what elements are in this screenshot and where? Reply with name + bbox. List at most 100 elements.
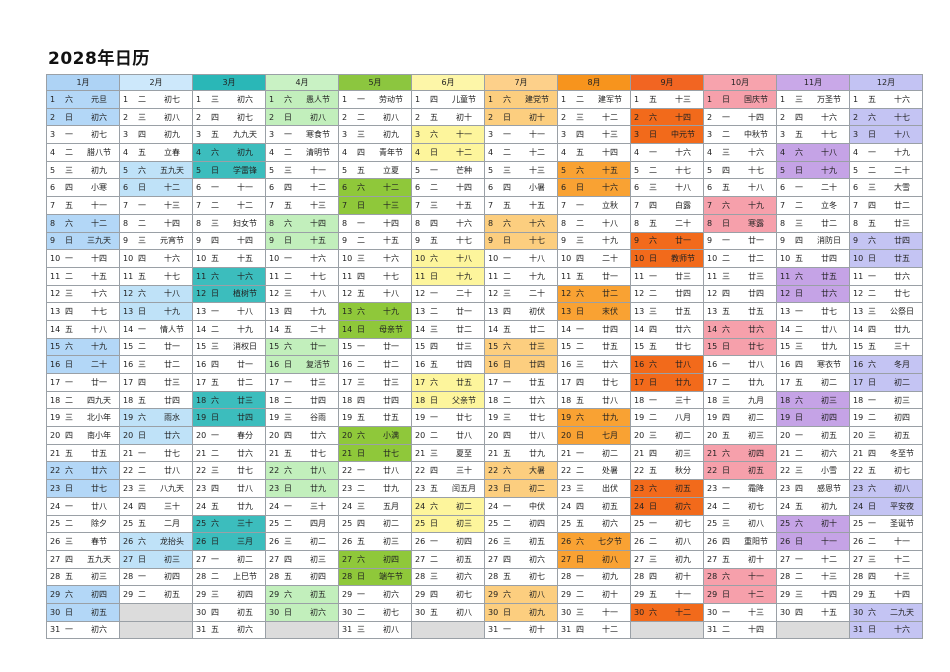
lunar-date: 十八: [310, 289, 326, 299]
weekday: 六: [503, 218, 511, 228]
weekday: 四: [65, 430, 73, 440]
day-number: 28: [707, 572, 718, 582]
lunar-date: 廿九: [675, 377, 691, 387]
lunar-date: 初八: [383, 112, 399, 122]
weekday: 五: [357, 537, 365, 547]
lunar-date: 三十: [310, 501, 326, 511]
day-cell: 12 六十八: [119, 284, 193, 304]
weekday: 二: [868, 413, 876, 423]
day-cell: 26 日三月: [192, 532, 266, 551]
day-number: 1: [561, 94, 567, 104]
day-cell: 21 四冬至节: [849, 443, 923, 463]
weekday: 三: [211, 466, 219, 476]
weekday: 三: [795, 590, 803, 600]
day-cell: 9 四消防日: [776, 231, 850, 251]
day-cell: 5 一芒种: [411, 160, 485, 180]
weekday: 五: [211, 130, 219, 140]
day-cell: 13 四十七: [46, 302, 120, 321]
day-cell: 16 三廿二: [119, 355, 193, 374]
lunar-date: 感恩节: [817, 483, 841, 493]
lunar-date: 初五: [821, 430, 837, 440]
weekday: 二: [284, 271, 292, 281]
weekday: 四: [430, 342, 438, 352]
day-number: 21: [196, 448, 207, 458]
lunar-date: 廿四: [894, 236, 910, 246]
day-cell: 15 六廿三: [484, 337, 558, 357]
weekday: 六: [795, 395, 803, 405]
day-number: 8: [342, 218, 348, 228]
day-cell: 2 六十四: [630, 107, 704, 127]
day-cell: 26 二初八: [630, 532, 704, 551]
day-cell: 20 三初二: [630, 426, 704, 445]
day-cell: 18 二廿六: [484, 390, 558, 410]
lunar-date: 初四: [91, 590, 107, 600]
weekday: 二: [649, 537, 657, 547]
month-header: 3月: [192, 74, 266, 91]
weekday: 日: [284, 112, 292, 122]
weekday: 四: [795, 607, 803, 617]
day-number: 17: [780, 377, 791, 387]
day-number: 12: [50, 289, 61, 299]
day-number: 5: [488, 165, 494, 175]
lunar-date: 七月: [602, 430, 618, 440]
lunar-date: 霜降: [748, 483, 764, 493]
lunar-date: 冬月: [894, 360, 910, 370]
weekday: 三: [503, 413, 511, 423]
lunar-date: 三九天: [87, 236, 111, 246]
day-number: 4: [561, 147, 567, 157]
day-cell: 9 一廿一: [703, 231, 777, 251]
day-cell: 14 日母亲节: [338, 319, 412, 339]
weekday: 五: [284, 572, 292, 582]
weekday: 六: [722, 572, 730, 582]
day-number: 3: [342, 130, 348, 140]
day-number: 17: [634, 377, 645, 387]
day-cell: 19 一廿七: [411, 408, 485, 428]
day-cell: 6 六十二: [338, 178, 412, 198]
lunar-date: 初八: [675, 537, 691, 547]
day-cell: 1 六建党节: [484, 90, 558, 109]
day-cell: 11 三廿三: [703, 266, 777, 286]
day-cell: 29 二初五: [119, 585, 193, 604]
day-number: 8: [488, 218, 494, 228]
lunar-date: 十三: [602, 130, 618, 140]
day-cell: 10 二廿二: [703, 249, 777, 268]
day-cell: 4 一十九: [849, 143, 923, 162]
day-cell: 1 六元旦: [46, 90, 120, 109]
day-number: 28: [488, 572, 499, 582]
weekday: 二: [357, 607, 365, 617]
weekday: 日: [211, 289, 219, 299]
weekday: 五: [576, 271, 584, 281]
weekday: 二: [576, 466, 584, 476]
day-cell: 23 一霜降: [703, 479, 777, 498]
day-cell: 3 一十一: [484, 125, 558, 145]
day-number: 3: [780, 130, 786, 140]
day-row: 31 一初六 31 五初六 31 三初八 31 一初十 31 四十二 31 二十四 31 日十六: [46, 620, 923, 640]
day-cell: 21 五廿九: [484, 443, 558, 463]
weekday: 三: [138, 112, 146, 122]
day-number: 19: [123, 413, 134, 423]
day-cell: 27 一十二: [776, 549, 850, 569]
lunar-date: 愚人节: [306, 94, 330, 104]
weekday: 日: [138, 307, 146, 317]
day-cell: 16 二廿二: [338, 355, 412, 374]
weekday: 一: [430, 537, 438, 547]
weekday: 一: [284, 254, 292, 264]
lunar-date: 初九: [237, 147, 253, 157]
lunar-date: 廿六: [164, 430, 180, 440]
lunar-date: 十一: [237, 183, 253, 193]
day-number: 15: [488, 342, 499, 352]
day-cell: 21 一初二: [557, 443, 631, 463]
day-number: 30: [50, 607, 61, 617]
weekday: 四: [138, 377, 146, 387]
day-cell: 7 一十三: [119, 196, 193, 215]
day-number: 25: [634, 519, 645, 529]
day-number: 7: [853, 200, 859, 210]
weekday: 二: [430, 430, 438, 440]
day-number: 22: [634, 466, 645, 476]
weekday: 四: [503, 554, 511, 564]
day-cell: 24 四初五: [557, 496, 631, 516]
day-number: 2: [561, 112, 567, 122]
lunar-date: 三十: [894, 342, 910, 352]
weekday: 日: [430, 519, 438, 529]
lunar-date: 十一: [91, 200, 107, 210]
